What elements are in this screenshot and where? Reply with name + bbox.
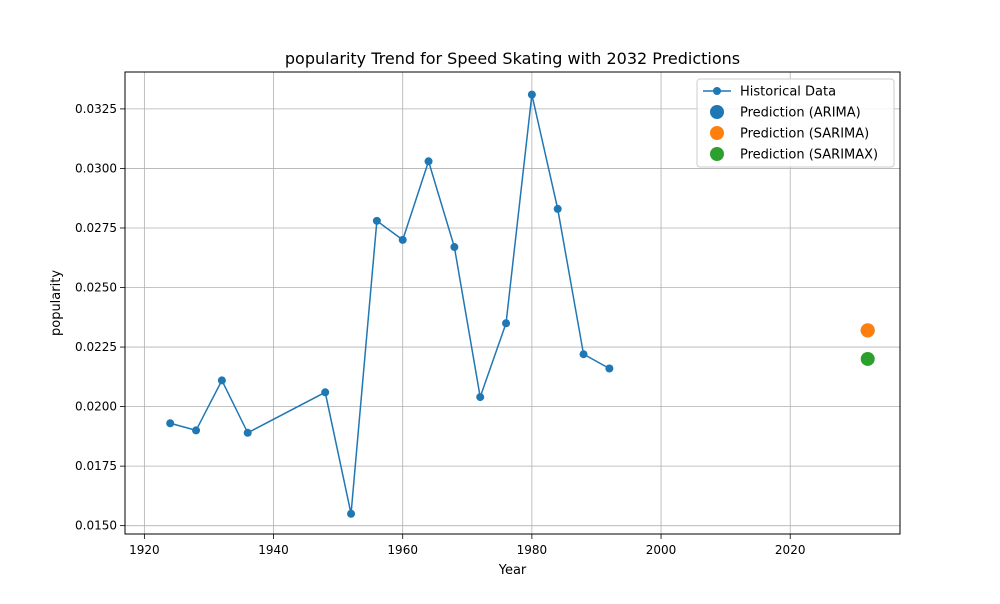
x-tick-label: 2020 — [775, 543, 806, 557]
historical-data-point — [166, 419, 175, 428]
historical-data-point — [372, 216, 381, 225]
x-tick-label: 1980 — [517, 543, 548, 557]
x-tick-label: 2000 — [646, 543, 677, 557]
y-axis-label: popularity — [49, 270, 64, 336]
y-tick-label: 0.0300 — [75, 161, 117, 175]
chart-title: popularity Trend for Speed Skating with … — [285, 49, 740, 68]
legend-label: Prediction (SARIMAX) — [740, 148, 878, 163]
historical-data-point — [527, 90, 536, 99]
y-tick-label: 0.0150 — [75, 519, 117, 533]
y-tick-label: 0.0200 — [75, 400, 117, 414]
historical-data-point — [192, 426, 201, 435]
x-tick-label: 1940 — [258, 543, 289, 557]
legend-label: Prediction (ARIMA) — [740, 106, 861, 121]
historical-data-point — [398, 235, 407, 244]
historical-data-point — [321, 388, 330, 397]
historical-data-point — [347, 509, 356, 518]
legend-point-marker — [713, 87, 721, 95]
y-tick-label: 0.0250 — [75, 281, 117, 295]
historical-data-point — [217, 376, 226, 385]
series-layer — [166, 90, 875, 518]
tick-layer: 1920 1940 1960 1980 2000 2020 0.0150 0.0175 0.02… — [75, 102, 805, 557]
prediction-point — [860, 351, 875, 366]
legend-label: Historical Data — [740, 85, 836, 100]
legend: Historical Data Prediction (ARIMA) Predict… — [696, 78, 895, 168]
prediction-point — [860, 323, 875, 338]
historical-data-point — [424, 157, 433, 166]
historical-data-point — [450, 243, 459, 252]
y-tick-label: 0.0275 — [75, 221, 117, 235]
legend-point-marker — [710, 126, 724, 140]
historical-data-point — [605, 364, 614, 373]
y-tick-label: 0.0175 — [75, 459, 117, 473]
historical-data-point — [502, 319, 511, 328]
legend-point-marker — [710, 147, 724, 161]
y-tick-label: 0.0225 — [75, 340, 117, 354]
historical-data-line — [170, 94, 610, 514]
plot-frame — [124, 71, 901, 535]
historical-data-point — [579, 350, 588, 359]
historical-data-point — [553, 204, 562, 213]
y-tick-label: 0.0325 — [75, 102, 117, 116]
legend-label: Prediction (SARIMA) — [740, 127, 869, 142]
x-axis-label: Year — [498, 563, 527, 578]
historical-data-point — [476, 393, 485, 402]
legend-point-marker — [710, 105, 724, 119]
x-tick-label: 1960 — [387, 543, 418, 557]
legend-box — [696, 78, 895, 168]
historical-data-point — [243, 428, 252, 437]
x-tick-label: 1920 — [129, 543, 160, 557]
